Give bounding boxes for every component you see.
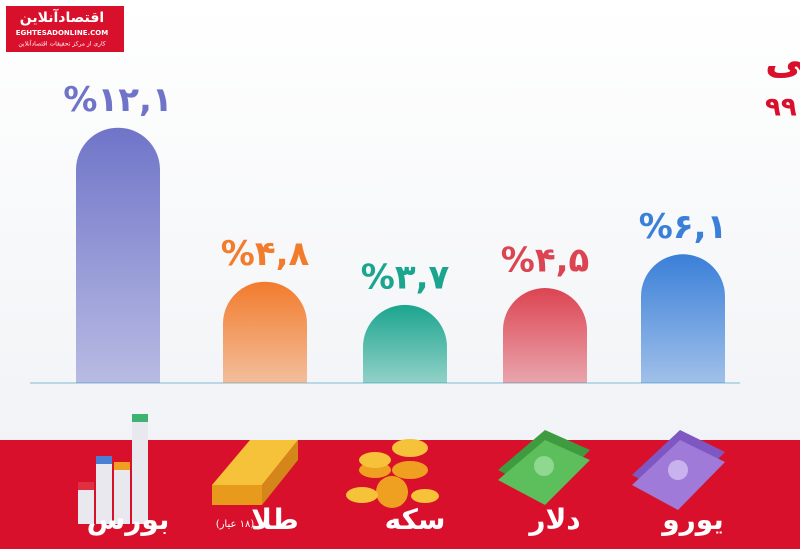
logo-text: اقتصادآنلاین: [20, 8, 104, 26]
logo-tagline: کاری از مرکز تحقیقات اقتصادآنلاین: [18, 39, 105, 48]
bar: [503, 288, 587, 383]
logo-box: [6, 6, 124, 52]
value-label: %۳,۷: [361, 257, 450, 297]
icon-stocks: [78, 414, 148, 524]
logo: اقتصادآنلاین EGHTESADONLINE.COM کاری از …: [6, 6, 124, 52]
chart-subtitle: در هفته سوم خرداد ۹۹: [765, 93, 800, 123]
value-label: %۱۲,۱: [63, 80, 172, 120]
icon-dollar: [498, 430, 590, 505]
bar: [223, 281, 307, 383]
chart-title: بازدهی بازارهای مالی: [765, 37, 800, 83]
value-label: %۴,۸: [221, 234, 310, 274]
value-label: %۶,۱: [639, 207, 728, 247]
icon-coins: [346, 439, 439, 508]
bar: [363, 304, 447, 383]
category-label: طلا: [251, 503, 299, 536]
category-label: سکه: [385, 503, 446, 536]
bar: [641, 254, 725, 383]
icon-euro: [632, 430, 725, 510]
bar: [76, 127, 160, 384]
category-label: یورو: [660, 503, 724, 536]
logo-url: EGHTESADONLINE.COM: [16, 29, 108, 37]
category-note: (۱۸ عیار): [216, 519, 255, 530]
icon-gold: [212, 440, 298, 505]
value-label: %۴,۵: [501, 241, 590, 281]
category-label: دلار: [527, 503, 580, 536]
category-label: بورس: [87, 503, 170, 536]
